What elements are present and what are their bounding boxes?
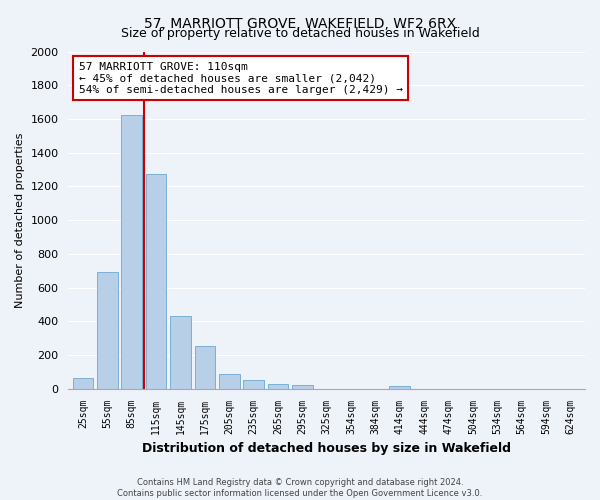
- X-axis label: Distribution of detached houses by size in Wakefield: Distribution of detached houses by size …: [142, 442, 511, 455]
- Text: Contains HM Land Registry data © Crown copyright and database right 2024.
Contai: Contains HM Land Registry data © Crown c…: [118, 478, 482, 498]
- Text: 57 MARRIOTT GROVE: 110sqm
← 45% of detached houses are smaller (2,042)
54% of se: 57 MARRIOTT GROVE: 110sqm ← 45% of detac…: [79, 62, 403, 95]
- Text: 57, MARRIOTT GROVE, WAKEFIELD, WF2 6RX: 57, MARRIOTT GROVE, WAKEFIELD, WF2 6RX: [144, 18, 456, 32]
- Bar: [243, 380, 264, 388]
- Bar: [170, 316, 191, 388]
- Bar: [121, 114, 142, 388]
- Bar: [268, 384, 289, 388]
- Bar: [73, 378, 94, 388]
- Bar: [292, 386, 313, 388]
- Y-axis label: Number of detached properties: Number of detached properties: [15, 132, 25, 308]
- Bar: [146, 174, 166, 388]
- Bar: [219, 374, 239, 388]
- Bar: [97, 272, 118, 388]
- Bar: [389, 386, 410, 388]
- Bar: [194, 346, 215, 389]
- Text: Size of property relative to detached houses in Wakefield: Size of property relative to detached ho…: [121, 28, 479, 40]
